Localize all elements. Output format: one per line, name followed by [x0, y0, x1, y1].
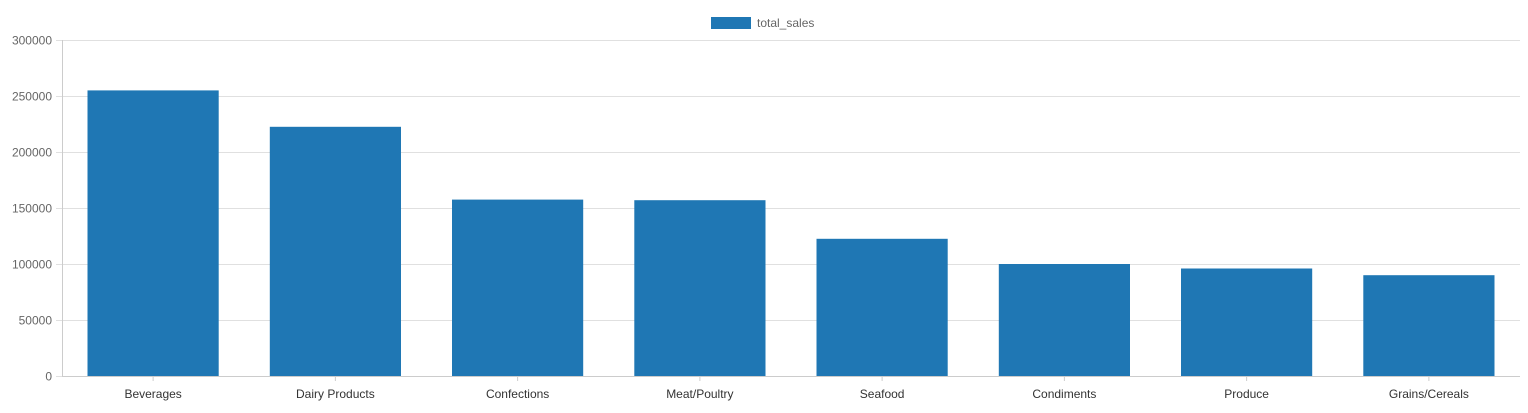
legend-swatch [711, 17, 751, 29]
x-tick-label: Beverages [124, 387, 181, 401]
axes: 0 50000 100000 150000 200000 250000 300000 Beve… [12, 34, 1469, 402]
bar[interactable] [87, 90, 219, 377]
bars [87, 90, 1495, 377]
x-tick-label: Confections [486, 387, 549, 401]
y-tick-label: 300000 [12, 34, 52, 48]
y-tick-label: 50000 [19, 314, 53, 328]
x-tick-label: Dairy Products [296, 387, 375, 401]
x-tick-label: Seafood [860, 387, 905, 401]
y-tick-label: 200000 [12, 146, 52, 160]
bar[interactable] [816, 238, 948, 376]
legend[interactable]: total_sales [711, 16, 814, 30]
x-tick-label: Grains/Cereals [1389, 387, 1469, 401]
bar[interactable] [1363, 275, 1495, 376]
x-tick-label: Condiments [1032, 387, 1096, 401]
y-tick-label: 0 [45, 370, 52, 384]
bar[interactable] [269, 126, 401, 376]
bar[interactable] [1181, 268, 1313, 377]
x-tick-label: Meat/Poultry [666, 387, 733, 401]
bar[interactable] [998, 264, 1130, 376]
y-tick-label: 150000 [12, 202, 52, 216]
bar[interactable] [634, 200, 766, 376]
y-tick-label: 250000 [12, 90, 52, 104]
y-tick-label: 100000 [12, 258, 52, 272]
legend-label: total_sales [757, 16, 814, 30]
x-tick-label: Produce [1224, 387, 1269, 401]
bar[interactable] [452, 199, 584, 376]
